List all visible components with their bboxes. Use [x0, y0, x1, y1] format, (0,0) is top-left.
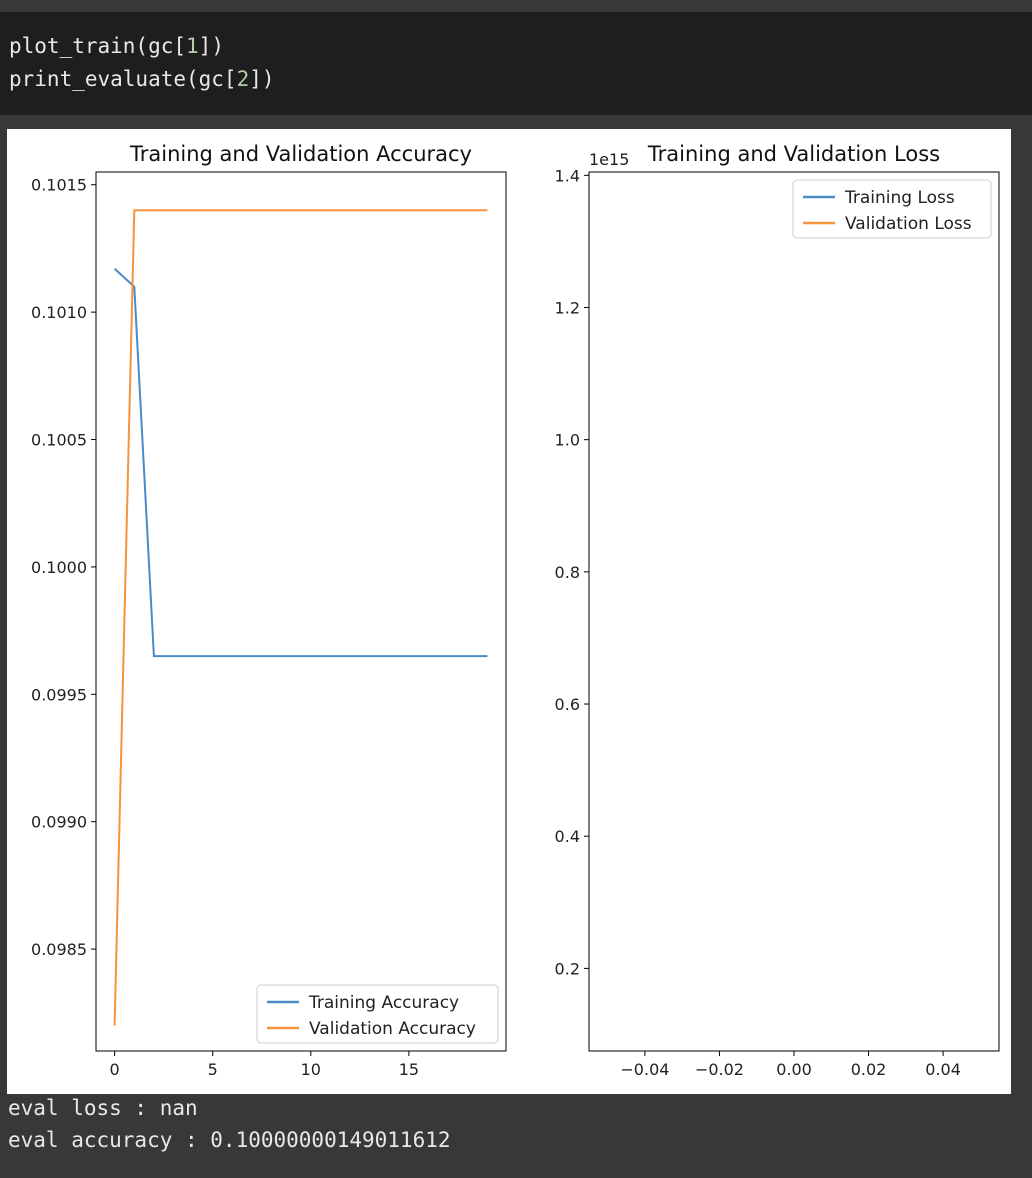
- cell-top-strip: [0, 0, 1032, 12]
- y-tick-label: 0.1005: [31, 431, 87, 450]
- code-number: 1: [186, 34, 199, 58]
- y-tick-label: 1.2: [555, 298, 580, 317]
- code-cell[interactable]: plot_train(gc[1]) print_evaluate(gc[2]): [0, 12, 1032, 115]
- series-line-training-accuracy: [113, 268, 488, 658]
- code-line-1: plot_train(gc[1]): [9, 34, 224, 58]
- legend-entry: Training Loss: [844, 188, 955, 208]
- legend-box: [256, 984, 499, 1044]
- chart-title: Training and Validation Loss: [647, 142, 940, 166]
- code-text: print_evaluate(gc[: [9, 67, 237, 91]
- axis-offset-label: 1e15: [589, 150, 629, 169]
- y-tick-label: 0.0985: [31, 940, 87, 959]
- y-tick-label: 0.6: [555, 695, 580, 714]
- plot-output: 0 5 10 15 0.0985 0.0990 0.0995 0.1000 0.1005 0.10…: [7, 129, 1011, 1094]
- code-text: ]): [198, 34, 224, 58]
- y-tick-label: 0.2: [555, 959, 580, 978]
- x-tick-label: 5: [208, 1060, 218, 1079]
- code-line-2: print_evaluate(gc[2]): [9, 67, 275, 91]
- x-tick-label: 0: [110, 1060, 120, 1079]
- y-tick-label: 1.0: [555, 431, 580, 450]
- x-tick-label: −0.04: [620, 1060, 669, 1079]
- figure-canvas: 0 5 10 15 0.0985 0.0990 0.0995 0.1000 0.1005 0.10…: [31, 142, 1000, 1079]
- y-tick-label: 0.1015: [31, 176, 87, 195]
- legend-entry: Training Accuracy: [308, 993, 459, 1013]
- legend-entry: Validation Accuracy: [309, 1019, 476, 1039]
- axes-frame: [588, 171, 1000, 1052]
- y-tick-label: 0.4: [555, 827, 580, 846]
- x-tick-label: 15: [399, 1060, 419, 1079]
- series-line-validation-accuracy: [113, 209, 488, 1026]
- y-tick-label: 0.8: [555, 563, 580, 582]
- x-tick-label: 0.04: [925, 1060, 961, 1079]
- x-tick-label: 0.00: [776, 1060, 812, 1079]
- y-tick-label: 0.0995: [31, 685, 87, 704]
- legend-entry: Validation Loss: [845, 214, 972, 234]
- chart-title: Training and Validation Accuracy: [129, 142, 472, 166]
- x-tick-label: 10: [301, 1060, 321, 1079]
- code-number: 2: [236, 67, 250, 91]
- code-text: ]): [249, 67, 275, 91]
- legend-box: [792, 179, 992, 239]
- x-tick-label: 0.02: [851, 1060, 887, 1079]
- cell-gap: [0, 115, 1032, 129]
- x-tick-label: −0.02: [695, 1060, 744, 1079]
- y-tick-label: 0.0990: [31, 813, 87, 832]
- y-tick-label: 1.4: [555, 166, 580, 185]
- eval-accuracy-text: eval accuracy : 0.10000000149011612: [8, 1128, 451, 1152]
- code-text: plot_train(gc[: [9, 34, 187, 58]
- y-tick-label: 0.1000: [31, 558, 87, 577]
- eval-loss-text: eval loss : nan: [8, 1096, 198, 1120]
- axes-frame: [95, 171, 507, 1052]
- y-tick-label: 0.1010: [31, 303, 87, 322]
